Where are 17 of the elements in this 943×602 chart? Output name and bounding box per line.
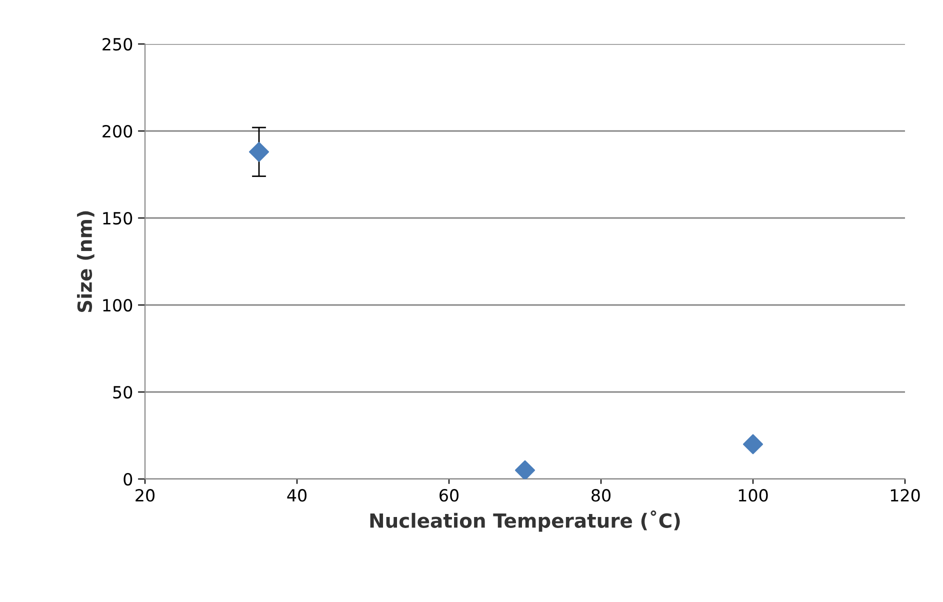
y-tick-label: 0 [124, 472, 132, 486]
y-tick-label: 150 [103, 212, 132, 225]
x-tick-label: 60 [440, 489, 458, 502]
point [248, 142, 270, 162]
x-axis-title: Nucleation Temperature (˚C) [370, 510, 680, 532]
y-tick-label: 50 [113, 386, 132, 399]
point [742, 434, 764, 454]
x-tick-label: 40 [287, 489, 306, 502]
point [514, 460, 536, 479]
x-tick-label: 100 [738, 489, 768, 502]
y-axis-title: Size (nm) [77, 211, 94, 312]
x-tick-label: 80 [592, 489, 610, 502]
y-tick-label: 200 [102, 124, 132, 138]
y-tick-label: 100 [103, 298, 132, 312]
x-tick-label: 20 [136, 489, 154, 502]
x-tick-label: 120 [890, 489, 920, 502]
y-tick-label: 250 [102, 38, 132, 51]
